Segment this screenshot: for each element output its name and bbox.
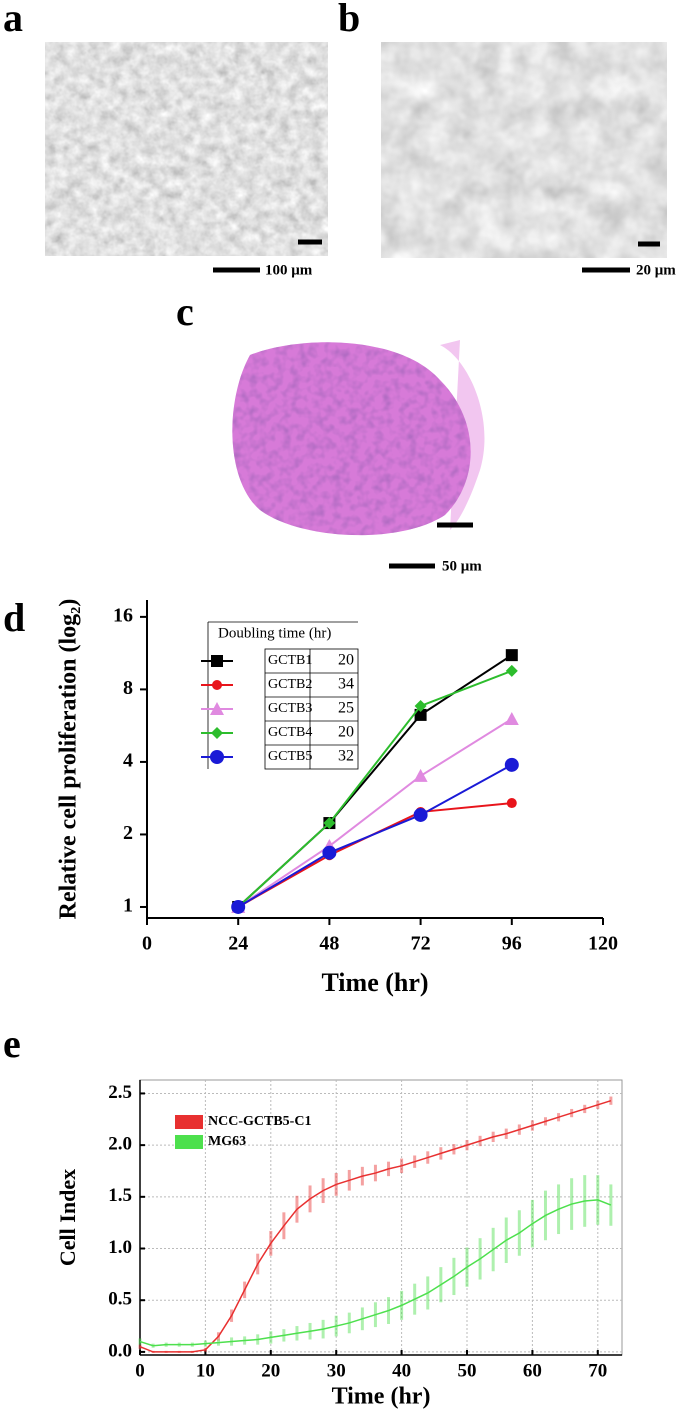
legend-label: GCTB3 bbox=[268, 701, 312, 716]
marker bbox=[231, 899, 246, 914]
y-tick-label: 2.0 bbox=[108, 1133, 132, 1154]
doubling-time: 34 bbox=[338, 676, 354, 693]
doubling-time: 32 bbox=[338, 748, 354, 765]
table-frame bbox=[264, 648, 359, 770]
legend-swatch bbox=[175, 1135, 203, 1149]
marker bbox=[504, 711, 519, 725]
x-tick-label: 0 bbox=[135, 1360, 145, 1381]
marker bbox=[323, 817, 336, 830]
x-tick-label: 96 bbox=[502, 933, 522, 955]
y-tick-label: 16 bbox=[113, 604, 133, 626]
scale-bar-label: 50 μm bbox=[442, 558, 482, 574]
doubling-time: 20 bbox=[338, 652, 354, 669]
scale-bar-label: 100 μm bbox=[265, 262, 313, 278]
series-line bbox=[139, 1099, 612, 1353]
panel-label: a bbox=[3, 0, 23, 40]
x-tick-label: 10 bbox=[196, 1360, 215, 1381]
marker bbox=[322, 845, 337, 860]
series-line bbox=[237, 669, 513, 908]
y-tick-label: 2.5 bbox=[108, 1082, 132, 1103]
series-line bbox=[237, 718, 513, 908]
x-tick-label: 24 bbox=[228, 933, 248, 955]
legend-label: GCTB5 bbox=[268, 749, 312, 764]
marker bbox=[413, 768, 428, 782]
x-tick-label: 72 bbox=[411, 933, 431, 955]
y-tick-label: 1.5 bbox=[108, 1185, 132, 1206]
marker bbox=[505, 649, 518, 662]
marker bbox=[504, 757, 519, 772]
doubling-time: 25 bbox=[338, 700, 354, 717]
x-tick-label: 20 bbox=[261, 1360, 280, 1381]
x-tick-label: 60 bbox=[523, 1360, 542, 1381]
marker bbox=[414, 699, 427, 712]
y-axis-title: Relative cell proliferation (log₂) bbox=[56, 599, 82, 920]
y-axis-title: Cell Index bbox=[55, 1169, 80, 1266]
scale-bar-label: 20 μm bbox=[636, 262, 676, 278]
marker bbox=[211, 655, 223, 667]
y-tick-label: 1.0 bbox=[108, 1237, 132, 1258]
marker bbox=[505, 664, 518, 677]
panel-label: e bbox=[3, 1021, 21, 1066]
y-tick-label: 4 bbox=[123, 750, 133, 772]
x-tick-label: 48 bbox=[319, 933, 339, 955]
x-tick-label: 0 bbox=[142, 933, 152, 955]
legend-label: GCTB1 bbox=[268, 653, 312, 668]
nuclei bbox=[232, 342, 471, 536]
x-tick-label: 30 bbox=[327, 1360, 346, 1381]
y-tick-label: 8 bbox=[123, 677, 133, 699]
panel-label: c bbox=[176, 289, 194, 334]
series-line bbox=[237, 763, 513, 908]
marker bbox=[414, 708, 427, 721]
legend-swatch bbox=[175, 1115, 203, 1129]
x-tick-label: 70 bbox=[588, 1360, 607, 1381]
micrograph bbox=[381, 42, 667, 258]
legend-label: NCC-GCTB5-C1 bbox=[208, 1114, 311, 1129]
x-axis-title: Time (hr) bbox=[321, 968, 428, 997]
x-tick-label: 120 bbox=[588, 933, 618, 955]
series-line bbox=[139, 1199, 612, 1347]
marker bbox=[506, 798, 517, 809]
y-tick-label: 0.5 bbox=[108, 1289, 132, 1310]
series-line bbox=[237, 802, 512, 908]
marker bbox=[210, 750, 224, 764]
x-tick-label: 40 bbox=[392, 1360, 411, 1381]
marker bbox=[210, 702, 224, 715]
y-tick-label: 1 bbox=[123, 895, 133, 917]
panel-label: b bbox=[338, 0, 360, 40]
marker bbox=[211, 727, 223, 739]
panel-label: d bbox=[3, 595, 25, 640]
legend-label: GCTB4 bbox=[268, 725, 312, 740]
x-axis-title: Time (hr) bbox=[332, 1384, 431, 1410]
legend-label: GCTB2 bbox=[268, 677, 312, 692]
micrograph bbox=[45, 42, 328, 256]
legend-label: MG63 bbox=[208, 1134, 246, 1149]
table-header: Doubling time (hr) bbox=[218, 625, 331, 641]
x-tick-label: 50 bbox=[458, 1360, 477, 1381]
marker bbox=[413, 807, 428, 822]
y-tick-label: 0.0 bbox=[108, 1340, 132, 1361]
marker bbox=[212, 680, 222, 690]
y-tick-label: 2 bbox=[123, 822, 133, 844]
doubling-time: 20 bbox=[338, 724, 354, 741]
